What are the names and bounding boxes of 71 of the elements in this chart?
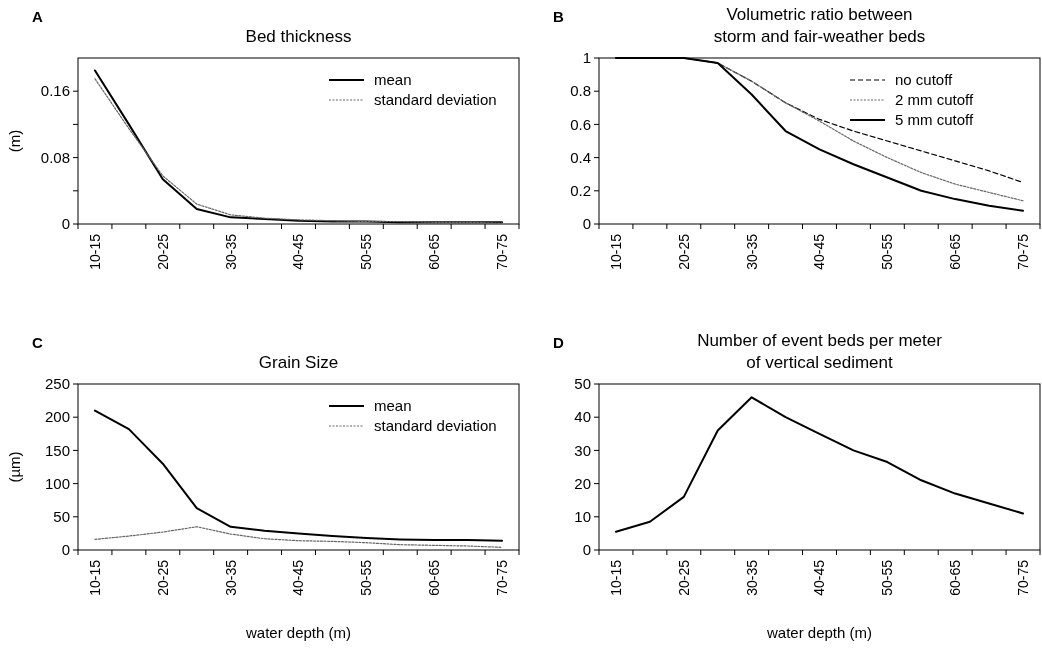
y-tick-label: 0.6 <box>570 115 591 133</box>
x-tick-label: 20-25 <box>675 233 692 270</box>
x-tick-label: 70-75 <box>493 559 510 596</box>
y-tick-label: 40 <box>574 408 591 426</box>
legend-label: mean <box>374 71 412 89</box>
x-tick-label: 20-25 <box>154 233 171 270</box>
x-tick-label: 50-55 <box>358 233 375 270</box>
y-tick-label: 50 <box>53 508 70 526</box>
y-tick-label: 0 <box>61 541 70 559</box>
x-tick-label: 70-75 <box>1014 559 1031 596</box>
x-tick-label: 60-65 <box>947 233 964 270</box>
y-axis-title: (µm) <box>6 451 23 483</box>
y-tick-label: 200 <box>44 408 70 426</box>
x-axis-title: water depth (m) <box>765 624 873 641</box>
y-tick-label: 0 <box>582 541 591 559</box>
y-tick-label: 100 <box>44 474 70 492</box>
chart-title: Volumetric ratio between storm and fair-weather beds <box>713 5 926 46</box>
x-tick-label: 60-65 <box>426 233 443 270</box>
x-tick-label: 20-25 <box>154 559 171 596</box>
y-tick-label: 30 <box>574 441 591 459</box>
x-tick-label: 50-55 <box>358 559 375 596</box>
x-tick-label: 10-15 <box>607 233 624 270</box>
x-tick-label: 30-35 <box>222 559 239 596</box>
x-tick-label: 60-65 <box>947 559 964 596</box>
x-tick-label: 60-65 <box>426 559 443 596</box>
x-axis-title: water depth (m) <box>244 624 352 641</box>
line-series <box>93 409 504 542</box>
y-tick-label: 250 <box>44 375 70 393</box>
x-tick-label: 20-25 <box>675 559 692 596</box>
legend-label: standard deviation <box>374 417 497 435</box>
chart-title: Bed thickness <box>245 27 352 46</box>
x-tick-label: 50-55 <box>879 233 896 270</box>
y-tick-label: 50 <box>574 375 591 393</box>
y-tick-label: 1 <box>582 49 591 67</box>
x-tick-label: 30-35 <box>222 233 239 270</box>
text: A <box>32 8 43 25</box>
y-tick-label: 0.08 <box>40 148 70 166</box>
line-series <box>94 526 503 548</box>
x-tick-label: 30-35 <box>743 559 760 596</box>
legend-label: 5 mm cutoff <box>895 111 974 129</box>
x-tick-label: 40-45 <box>290 559 307 596</box>
chart-title: Number of event beds per meter of vertical sediment <box>697 331 943 372</box>
x-tick-label: 40-45 <box>811 233 828 270</box>
y-tick-label: 150 <box>44 441 70 459</box>
legend-label: standard deviation <box>374 91 497 109</box>
x-tick-label: 10-15 <box>607 559 624 596</box>
y-tick-label: 20 <box>574 474 591 492</box>
text: D <box>553 334 564 351</box>
y-tick-label: 0.16 <box>40 82 70 100</box>
chart-title: Grain Size <box>258 353 339 372</box>
y-tick-label: 10 <box>574 508 591 526</box>
legend-label: no cutoff <box>895 71 954 89</box>
text: B <box>553 8 564 25</box>
y-tick-label: 0 <box>61 215 70 233</box>
y-tick-label: 0.8 <box>570 82 591 100</box>
x-tick-label: 10-15 <box>86 233 103 270</box>
x-tick-label: 40-45 <box>290 233 307 270</box>
y-tick-label: 0.4 <box>570 148 591 166</box>
legend-label: 2 mm cutoff <box>895 91 974 109</box>
x-tick-label: 50-55 <box>879 559 896 596</box>
line-series <box>614 396 1025 533</box>
y-tick-label: 0 <box>582 215 591 233</box>
x-tick-label: 10-15 <box>86 559 103 596</box>
y-tick-label: 0.2 <box>570 182 591 200</box>
x-tick-label: 40-45 <box>811 559 828 596</box>
x-tick-label: 30-35 <box>743 233 760 270</box>
x-tick-label: 70-75 <box>493 233 510 270</box>
x-tick-label: 70-75 <box>1014 233 1031 270</box>
text: C <box>32 334 43 351</box>
y-axis-title: (m) <box>6 129 23 153</box>
legend-label: mean <box>374 397 412 415</box>
